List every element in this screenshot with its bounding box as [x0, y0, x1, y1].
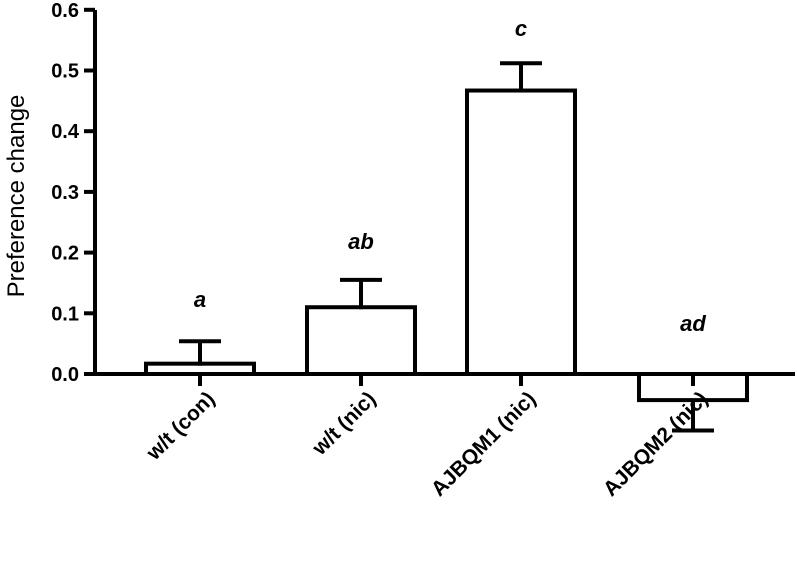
category-label: AJBQM1 (nic): [427, 387, 541, 501]
bars-group: [144, 88, 749, 403]
y-axis-ticks: 0.0 0.1 0.2 0.3 0.4 0.5 0.6: [51, 0, 95, 386]
axes-group: [93, 10, 795, 386]
y-tick-label: 0.2: [51, 243, 79, 265]
significance-label: ad: [680, 311, 706, 336]
bar: [465, 88, 577, 376]
y-tick-label: 0.4: [51, 121, 80, 143]
error-bars-group: [179, 61, 714, 433]
y-tick-label: 0.3: [51, 182, 79, 204]
significance-labels-group: a ab c ad: [194, 16, 707, 336]
significance-label: c: [515, 16, 527, 41]
significance-label: ab: [348, 229, 374, 254]
category-label: w/t (nic): [307, 387, 380, 460]
y-tick-label: 0.6: [51, 0, 79, 22]
significance-label: a: [194, 287, 206, 312]
category-labels-group: w/t (con) w/t (nic) AJBQM1 (nic) AJBQM2 (ni…: [142, 387, 713, 501]
category-label: AJBQM2 (nic): [599, 387, 713, 501]
category-label: w/t (con): [142, 387, 220, 465]
y-tick-label: 0.1: [51, 303, 79, 325]
y-axis-title: Preference change: [3, 95, 30, 298]
y-tick-label: 0.0: [51, 364, 79, 386]
bar: [305, 305, 417, 377]
y-tick-label: 0.5: [51, 61, 79, 83]
